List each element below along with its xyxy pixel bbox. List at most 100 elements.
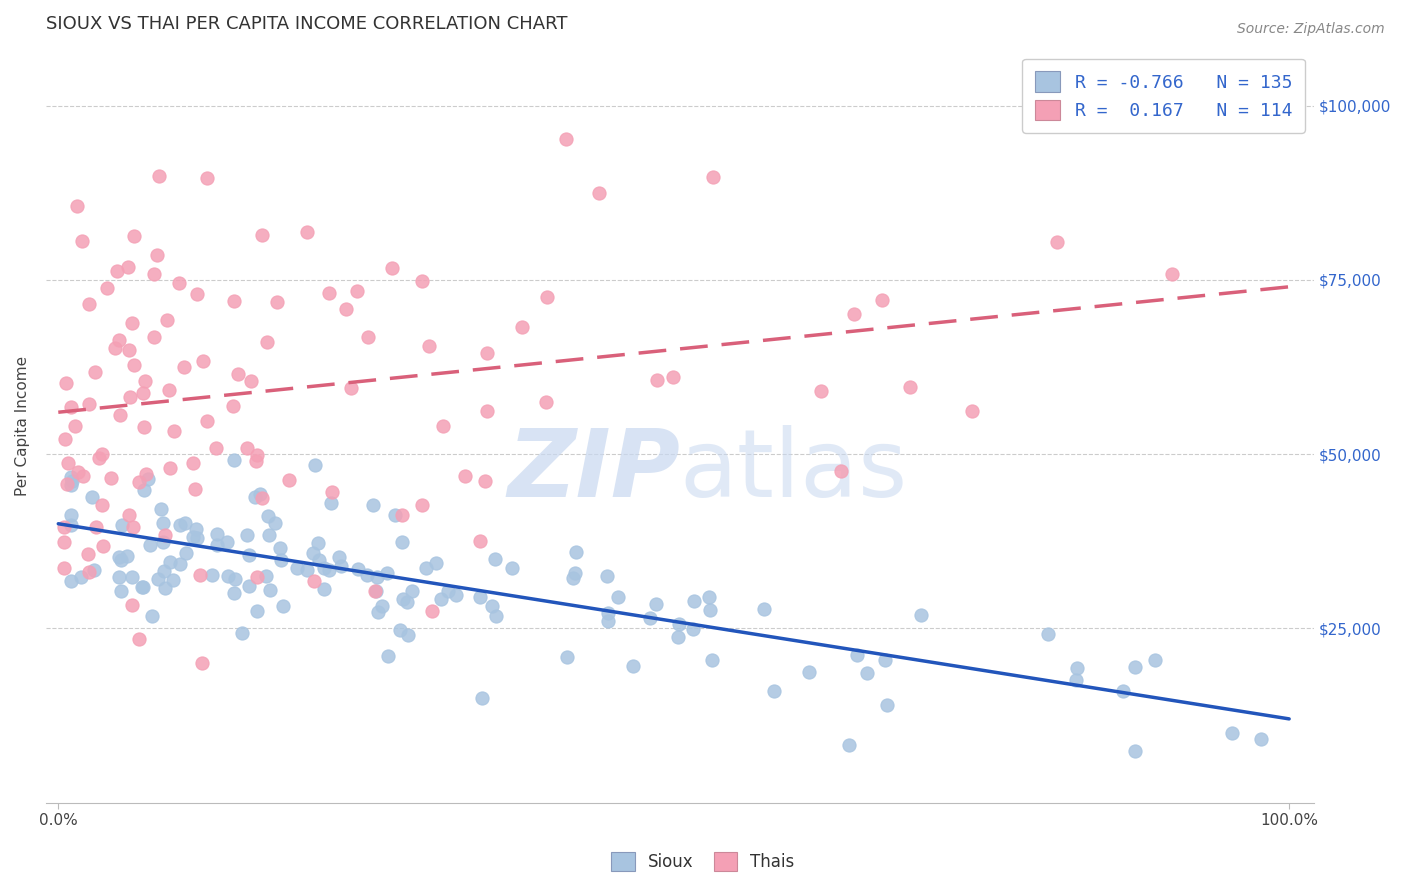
- Point: [110, 553, 132, 567]
- Point: [271, 599, 294, 614]
- Point: [159, 555, 181, 569]
- Point: [246, 448, 269, 462]
- Point: [59, 518, 82, 533]
- Point: [361, 498, 384, 512]
- Point: [224, 452, 246, 467]
- Point: [59, 470, 82, 484]
- Point: [318, 286, 340, 301]
- Point: [173, 359, 195, 374]
- Point: [135, 467, 157, 481]
- Point: [132, 420, 155, 434]
- Point: [236, 528, 259, 542]
- Point: [596, 614, 619, 628]
- Point: [256, 335, 278, 350]
- Point: [700, 653, 723, 667]
- Point: [231, 625, 253, 640]
- Point: [682, 622, 704, 636]
- Point: [1038, 627, 1060, 641]
- Point: [662, 369, 685, 384]
- Point: [555, 650, 578, 665]
- Point: [122, 358, 145, 372]
- Point: [501, 561, 523, 575]
- Point: [122, 229, 145, 244]
- Point: [391, 535, 413, 549]
- Point: [621, 658, 644, 673]
- Point: [77, 397, 100, 411]
- Point: [411, 274, 433, 288]
- Point: [117, 508, 139, 523]
- Point: [96, 281, 118, 295]
- Point: [128, 475, 150, 489]
- Point: [1066, 673, 1088, 688]
- Point: [564, 566, 586, 581]
- Point: [53, 432, 76, 446]
- Point: [321, 485, 343, 500]
- Point: [364, 583, 387, 598]
- Point: [122, 520, 145, 534]
- Point: [238, 548, 260, 562]
- Point: [53, 560, 76, 574]
- Point: [217, 569, 239, 583]
- Point: [246, 604, 269, 618]
- Point: [205, 538, 228, 552]
- Point: [702, 170, 724, 185]
- Point: [153, 564, 176, 578]
- Point: [222, 399, 245, 413]
- Point: [468, 590, 491, 604]
- Point: [108, 570, 131, 584]
- Point: [224, 572, 246, 586]
- Point: [588, 186, 610, 201]
- Point: [534, 394, 557, 409]
- Point: [401, 583, 423, 598]
- Point: [128, 632, 150, 647]
- Point: [314, 560, 336, 574]
- Point: [340, 380, 363, 394]
- Point: [91, 539, 114, 553]
- Point: [174, 546, 197, 560]
- Y-axis label: Per Capita Income: Per Capita Income: [15, 356, 30, 496]
- Point: [485, 608, 508, 623]
- Point: [346, 284, 368, 298]
- Point: [110, 583, 132, 598]
- Point: [375, 566, 398, 581]
- Point: [699, 603, 721, 617]
- Point: [195, 414, 218, 428]
- Point: [366, 584, 388, 599]
- Point: [191, 353, 214, 368]
- Point: [250, 227, 273, 242]
- Point: [446, 588, 468, 602]
- Point: [308, 552, 330, 566]
- Point: [898, 380, 921, 394]
- Point: [797, 665, 820, 679]
- Point: [395, 595, 418, 609]
- Point: [561, 571, 583, 585]
- Point: [152, 516, 174, 531]
- Text: Source: ZipAtlas.com: Source: ZipAtlas.com: [1237, 22, 1385, 37]
- Point: [139, 538, 162, 552]
- Point: [1112, 684, 1135, 698]
- Point: [157, 383, 180, 397]
- Point: [564, 545, 586, 559]
- Point: [475, 346, 498, 360]
- Point: [471, 691, 494, 706]
- Point: [396, 628, 419, 642]
- Point: [136, 472, 159, 486]
- Point: [59, 574, 82, 588]
- Point: [89, 450, 111, 465]
- Point: [1066, 661, 1088, 675]
- Point: [148, 169, 170, 183]
- Text: ZIP: ZIP: [508, 425, 681, 517]
- Point: [56, 476, 79, 491]
- Point: [70, 234, 93, 248]
- Point: [186, 531, 208, 545]
- Point: [264, 516, 287, 530]
- Point: [66, 465, 89, 479]
- Point: [153, 528, 176, 542]
- Point: [830, 465, 852, 479]
- Point: [90, 447, 112, 461]
- Point: [72, 469, 94, 483]
- Point: [644, 598, 666, 612]
- Point: [134, 374, 156, 388]
- Point: [384, 508, 406, 522]
- Point: [668, 617, 690, 632]
